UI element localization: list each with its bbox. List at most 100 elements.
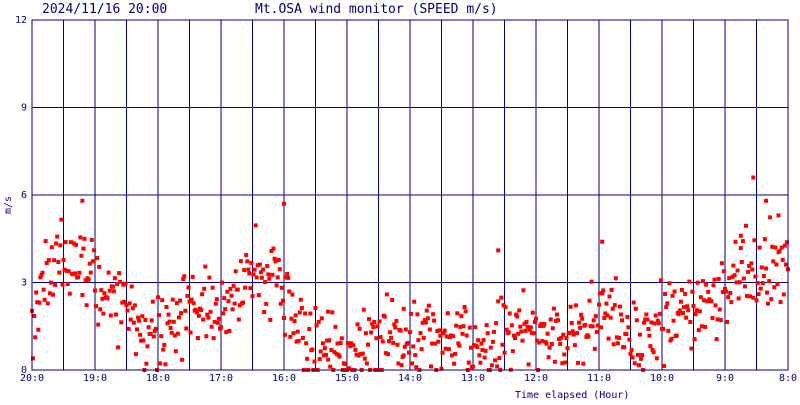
wind-reading-point [559,335,564,340]
wind-reading-point [656,321,661,326]
wind-reading-point [65,282,70,286]
wind-reading-point [205,312,210,317]
wind-reading-point [294,339,299,344]
wind-reading-point [725,320,730,324]
wind-reading-point [88,270,93,275]
wind-reading-point [190,274,195,279]
wind-reading-point [669,336,674,341]
wind-reading-point [251,272,256,277]
wind-reading-point [84,303,89,308]
wind-reading-point [200,292,205,297]
wind-reading-point [657,311,662,316]
wind-reading-point [81,246,86,251]
wind-reading-point [676,312,681,317]
wind-reading-point [203,264,208,269]
wind-reading-point [591,318,596,323]
wind-reading-point [555,312,559,317]
wind-reading-point [391,340,396,345]
wind-reading-point [777,249,782,254]
wind-reading-point [516,331,521,336]
wind-reading-point [662,364,667,368]
wind-reading-point [238,259,243,264]
wind-reading-point [214,297,219,302]
wind-reading-point [93,288,97,293]
wind-reading-point [573,303,578,308]
wind-reading-point [764,198,768,203]
wind-reading-point [441,331,446,336]
wind-reading-point [614,335,619,340]
wind-reading-point [571,332,576,337]
wind-reading-point [500,342,505,347]
wind-reading-point [561,332,566,337]
wind-reading-point [199,308,204,313]
wind-reading-point [610,306,615,311]
wind-reading-point [242,268,247,273]
wind-reading-point [267,276,272,281]
wind-reading-point [488,345,493,350]
wind-reading-point [129,284,134,289]
wind-reading-point [394,319,399,323]
wind-reading-point [485,331,490,336]
wind-reading-point [627,337,632,342]
wind-reading-point [589,279,594,284]
wind-reading-point [201,317,206,322]
y-tick-label: 0 [21,365,27,376]
wind-reading-point [430,341,435,346]
wind-reading-point [482,355,487,360]
wind-reading-point [429,364,433,369]
wind-reading-point [349,341,354,346]
wind-reading-point [223,307,228,312]
wind-reading-point [696,328,701,333]
wind-reading-point [49,245,54,250]
wind-reading-point [127,301,132,306]
wind-reading-point [358,352,363,357]
wind-reading-point [229,293,234,298]
wind-reading-point [704,282,709,287]
wind-reading-point [124,303,129,308]
wind-reading-point [572,343,577,348]
wind-reading-point [314,323,319,328]
wind-reading-point [179,311,184,316]
wind-reading-point [587,298,592,303]
wind-reading-point [575,331,579,336]
wind-reading-point [87,261,92,266]
wind-reading-point [141,338,146,343]
wind-reading-point [348,344,353,349]
wind-reading-point [32,314,37,318]
wind-reading-point [247,271,252,276]
wind-reading-point [112,276,117,281]
wind-reading-point [595,323,600,328]
wind-reading-point [649,320,654,325]
wind-reading-point [646,327,651,331]
wind-reading-point [94,304,98,309]
wind-reading-point [292,319,297,324]
wind-reading-point [599,325,604,330]
wind-reading-point [300,336,305,340]
wind-reading-point [578,325,583,330]
wind-reading-point [375,324,380,329]
wind-reading-point [472,343,476,348]
wind-reading-point [73,271,78,276]
wind-reading-point [628,351,633,356]
wind-reading-point [262,310,267,314]
wind-reading-point [761,274,766,278]
wind-reading-point [645,317,650,322]
wind-reading-point [236,317,241,322]
wind-reading-point [215,320,220,325]
wind-reading-point [269,249,274,253]
wind-reading-point [328,364,333,369]
wind-reading-point [393,325,398,330]
wind-reading-point [671,318,676,323]
wind-reading-point [548,317,553,322]
wind-reading-point [580,316,585,321]
wind-reading-point [86,277,91,282]
wind-reading-point [518,324,523,329]
wind-reading-point [503,305,508,310]
wind-reading-point [557,337,562,342]
wind-reading-point [367,317,371,322]
wind-reading-point [458,324,463,329]
wind-reading-point [409,311,413,316]
wind-reading-point [449,333,453,338]
wind-reading-point [432,318,437,323]
wind-reading-point [285,272,290,276]
